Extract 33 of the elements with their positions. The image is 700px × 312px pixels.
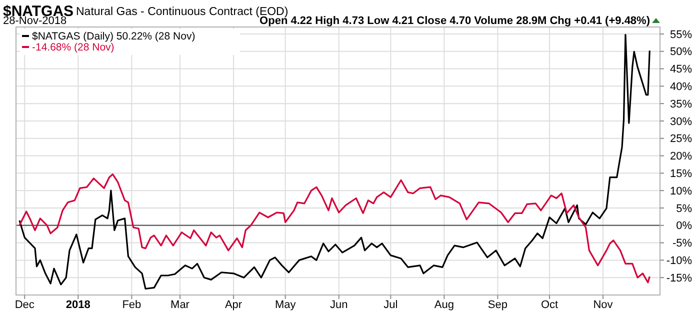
y-tick-label: 30% — [670, 116, 692, 128]
x-tick-label: Nov — [593, 299, 614, 311]
chart-subtitle: Natural Gas - Continuous Contract (EOD) — [76, 6, 288, 18]
y-tick-label: -5% — [672, 238, 692, 250]
y-tick-label: 15% — [670, 168, 692, 180]
y-tick-label: 40% — [670, 81, 692, 94]
text: Open 4.22 High 4.73 Low 4.21 Close 4.70 Volume 28.9M Chg +0.41 (+9.48%) — [260, 15, 650, 27]
x-tick-label: May — [274, 299, 296, 311]
y-tick-label: 55% — [670, 28, 692, 41]
y-tick-label: 35% — [670, 98, 692, 110]
x-tick-label: Apr — [224, 299, 242, 311]
y-tick-label: 45% — [670, 64, 692, 76]
y-tick-label: 25% — [670, 133, 692, 146]
x-tick-label: 2018 — [66, 299, 90, 311]
x-tick-label: Aug — [434, 299, 454, 311]
y-tick-label: -15% — [666, 272, 692, 284]
x-tick-label: Jun — [330, 299, 348, 311]
x-tick-label: Feb — [122, 299, 142, 311]
line-series — [18, 173, 650, 284]
x-tick-label: Oct — [540, 299, 558, 311]
y-tick-label: 0% — [676, 220, 692, 232]
x-tick-label: Mar — [170, 299, 190, 311]
x-tick-label: Jul — [384, 299, 398, 311]
line-series — [18, 34, 650, 290]
x-tick-label: Sep — [488, 299, 508, 311]
y-tick-label: -10% — [666, 255, 692, 268]
y-tick-label: 10% — [670, 185, 692, 198]
y-tick-label: 50% — [670, 46, 692, 58]
y-tick-label: 5% — [676, 202, 692, 215]
legend-label: $NATGAS (Daily) 50.22% (28 Nov) — [32, 30, 196, 43]
x-tick-label: Dec — [14, 299, 35, 311]
y-tick-label: 20% — [670, 150, 692, 163]
legend-label: -14.68% (28 Nov) — [32, 42, 114, 54]
